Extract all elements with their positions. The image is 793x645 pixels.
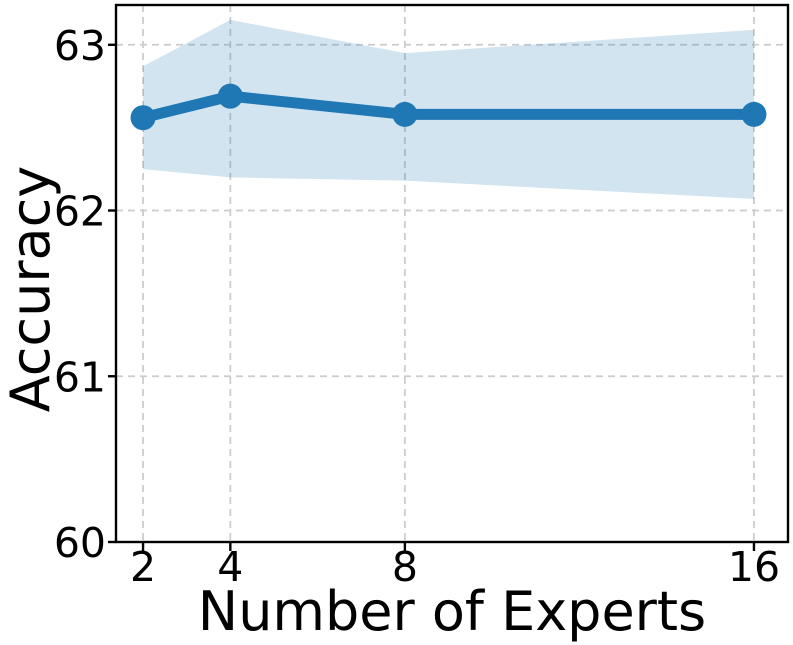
y-tick-label-63: 63 — [54, 22, 106, 70]
x-tick-label-8: 8 — [392, 543, 418, 591]
accuracy-mean-point-x16 — [741, 101, 767, 127]
x-tick-label-16: 16 — [728, 543, 780, 591]
accuracy-mean-point-x2 — [130, 105, 156, 131]
x-axis-label: Number of Experts — [197, 580, 707, 643]
y-tick-label-61: 61 — [54, 353, 106, 401]
y-tick-label-60: 60 — [54, 519, 106, 567]
y-tick-label-62: 62 — [54, 188, 106, 236]
accuracy-mean-line — [137, 90, 760, 124]
plot-border — [114, 3, 790, 544]
y-axis-label: Accuracy — [0, 165, 62, 413]
x-tick-label-4: 4 — [217, 543, 243, 591]
accuracy-mean-point-x8 — [392, 101, 418, 127]
x-tick-label-2: 2 — [130, 543, 156, 591]
accuracy-mean-point-x4 — [217, 83, 243, 109]
